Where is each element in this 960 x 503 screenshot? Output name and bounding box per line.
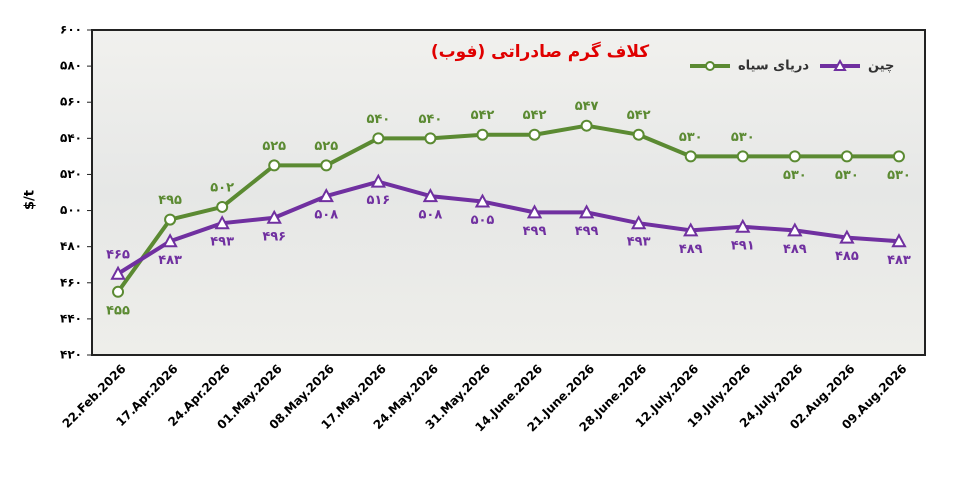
data-label: ۴۸۹ <box>783 242 807 257</box>
y-tick-label: ۵۸۰ <box>60 59 82 73</box>
data-point <box>736 150 749 163</box>
series-line <box>116 179 900 276</box>
y-tick-label: ۶۰۰ <box>60 23 82 37</box>
data-label: ۵۳۰ <box>679 130 703 145</box>
data-point <box>840 150 853 163</box>
data-label: ۵۳۰ <box>887 168 911 183</box>
data-label: ۴۸۵ <box>835 249 859 264</box>
data-label: ۴۹۹ <box>523 224 547 239</box>
data-point <box>162 233 178 248</box>
data-point <box>214 215 230 230</box>
data-label: ۵۰۸ <box>314 208 338 223</box>
data-label: ۴۶۵ <box>106 247 130 262</box>
data-point <box>683 222 699 237</box>
data-point <box>578 204 595 219</box>
data-label: ۵۰۵ <box>471 213 495 228</box>
data-point <box>112 285 125 298</box>
data-label: ۵۴۰ <box>366 112 390 127</box>
y-tick-label: ۵۶۰ <box>60 95 82 109</box>
data-label: ۵۲۵ <box>262 139 286 154</box>
data-point <box>424 132 437 145</box>
data-point <box>630 215 647 230</box>
series-line <box>116 123 899 293</box>
data-point <box>632 128 645 141</box>
data-label: ۵۳۰ <box>835 168 859 183</box>
data-label: ۴۹۳ <box>627 235 651 250</box>
data-point <box>891 233 907 248</box>
data-label: ۵۴۲ <box>523 108 547 123</box>
legend-marker <box>705 61 715 71</box>
data-label: ۴۹۹ <box>575 224 599 239</box>
data-point <box>684 150 697 163</box>
data-point <box>320 159 333 172</box>
data-point <box>892 150 905 163</box>
data-point <box>370 173 387 188</box>
data-label: ۵۱۶ <box>366 193 390 208</box>
data-point <box>735 218 751 233</box>
y-tick-label: ۵۰۰ <box>60 203 82 217</box>
data-label: ۴۵۵ <box>106 303 130 318</box>
data-label: ۴۹۶ <box>262 229 286 244</box>
data-label: ۵۴۰ <box>419 112 443 127</box>
data-point <box>474 193 491 208</box>
legend-marker <box>833 58 847 71</box>
data-point <box>787 222 803 237</box>
data-label: ۵۴۲ <box>627 108 651 123</box>
data-point <box>476 128 489 141</box>
y-tick-label: ۵۴۰ <box>60 131 82 145</box>
data-point <box>216 200 229 213</box>
y-tick-label: ۴۲۰ <box>60 348 82 362</box>
data-point <box>839 229 855 244</box>
data-label: ۵۴۷ <box>575 99 599 114</box>
data-label: ۴۸۳ <box>887 253 911 268</box>
data-label: ۵۲۵ <box>314 139 338 154</box>
data-label: ۵۳۰ <box>783 168 807 183</box>
chart-title: کلاف گرم صادراتی (فوب) <box>431 41 649 62</box>
data-label: ۴۹۱ <box>731 238 755 253</box>
data-point <box>164 213 177 226</box>
data-label: ۵۰۲ <box>210 180 234 195</box>
data-point <box>372 132 385 145</box>
data-point <box>110 265 126 280</box>
data-point <box>318 188 334 203</box>
data-point <box>422 188 439 203</box>
y-axis-label: $/t <box>23 190 38 210</box>
data-point <box>526 204 543 219</box>
legend-label: دریای سیاه <box>738 59 809 74</box>
data-label: ۵۳۰ <box>731 130 755 145</box>
plot-area <box>91 29 926 356</box>
data-label: ۴۹۵ <box>158 193 182 208</box>
legend-label: چین <box>868 59 894 74</box>
y-tick-label: ۴۶۰ <box>60 275 82 289</box>
data-point <box>528 128 541 141</box>
data-label: ۴۸۹ <box>679 242 703 257</box>
data-point <box>266 209 282 224</box>
data-point <box>788 150 801 163</box>
y-tick-label: ۵۲۰ <box>60 167 82 181</box>
y-tick-label: ۴۸۰ <box>60 239 82 253</box>
data-point <box>580 119 593 132</box>
data-label: ۵۴۲ <box>471 108 495 123</box>
y-tick-label: ۴۴۰ <box>60 311 82 325</box>
data-label: ۴۸۳ <box>158 253 182 268</box>
data-label: ۵۰۸ <box>419 208 443 223</box>
data-point <box>268 159 281 172</box>
data-label: ۴۹۳ <box>210 235 234 250</box>
